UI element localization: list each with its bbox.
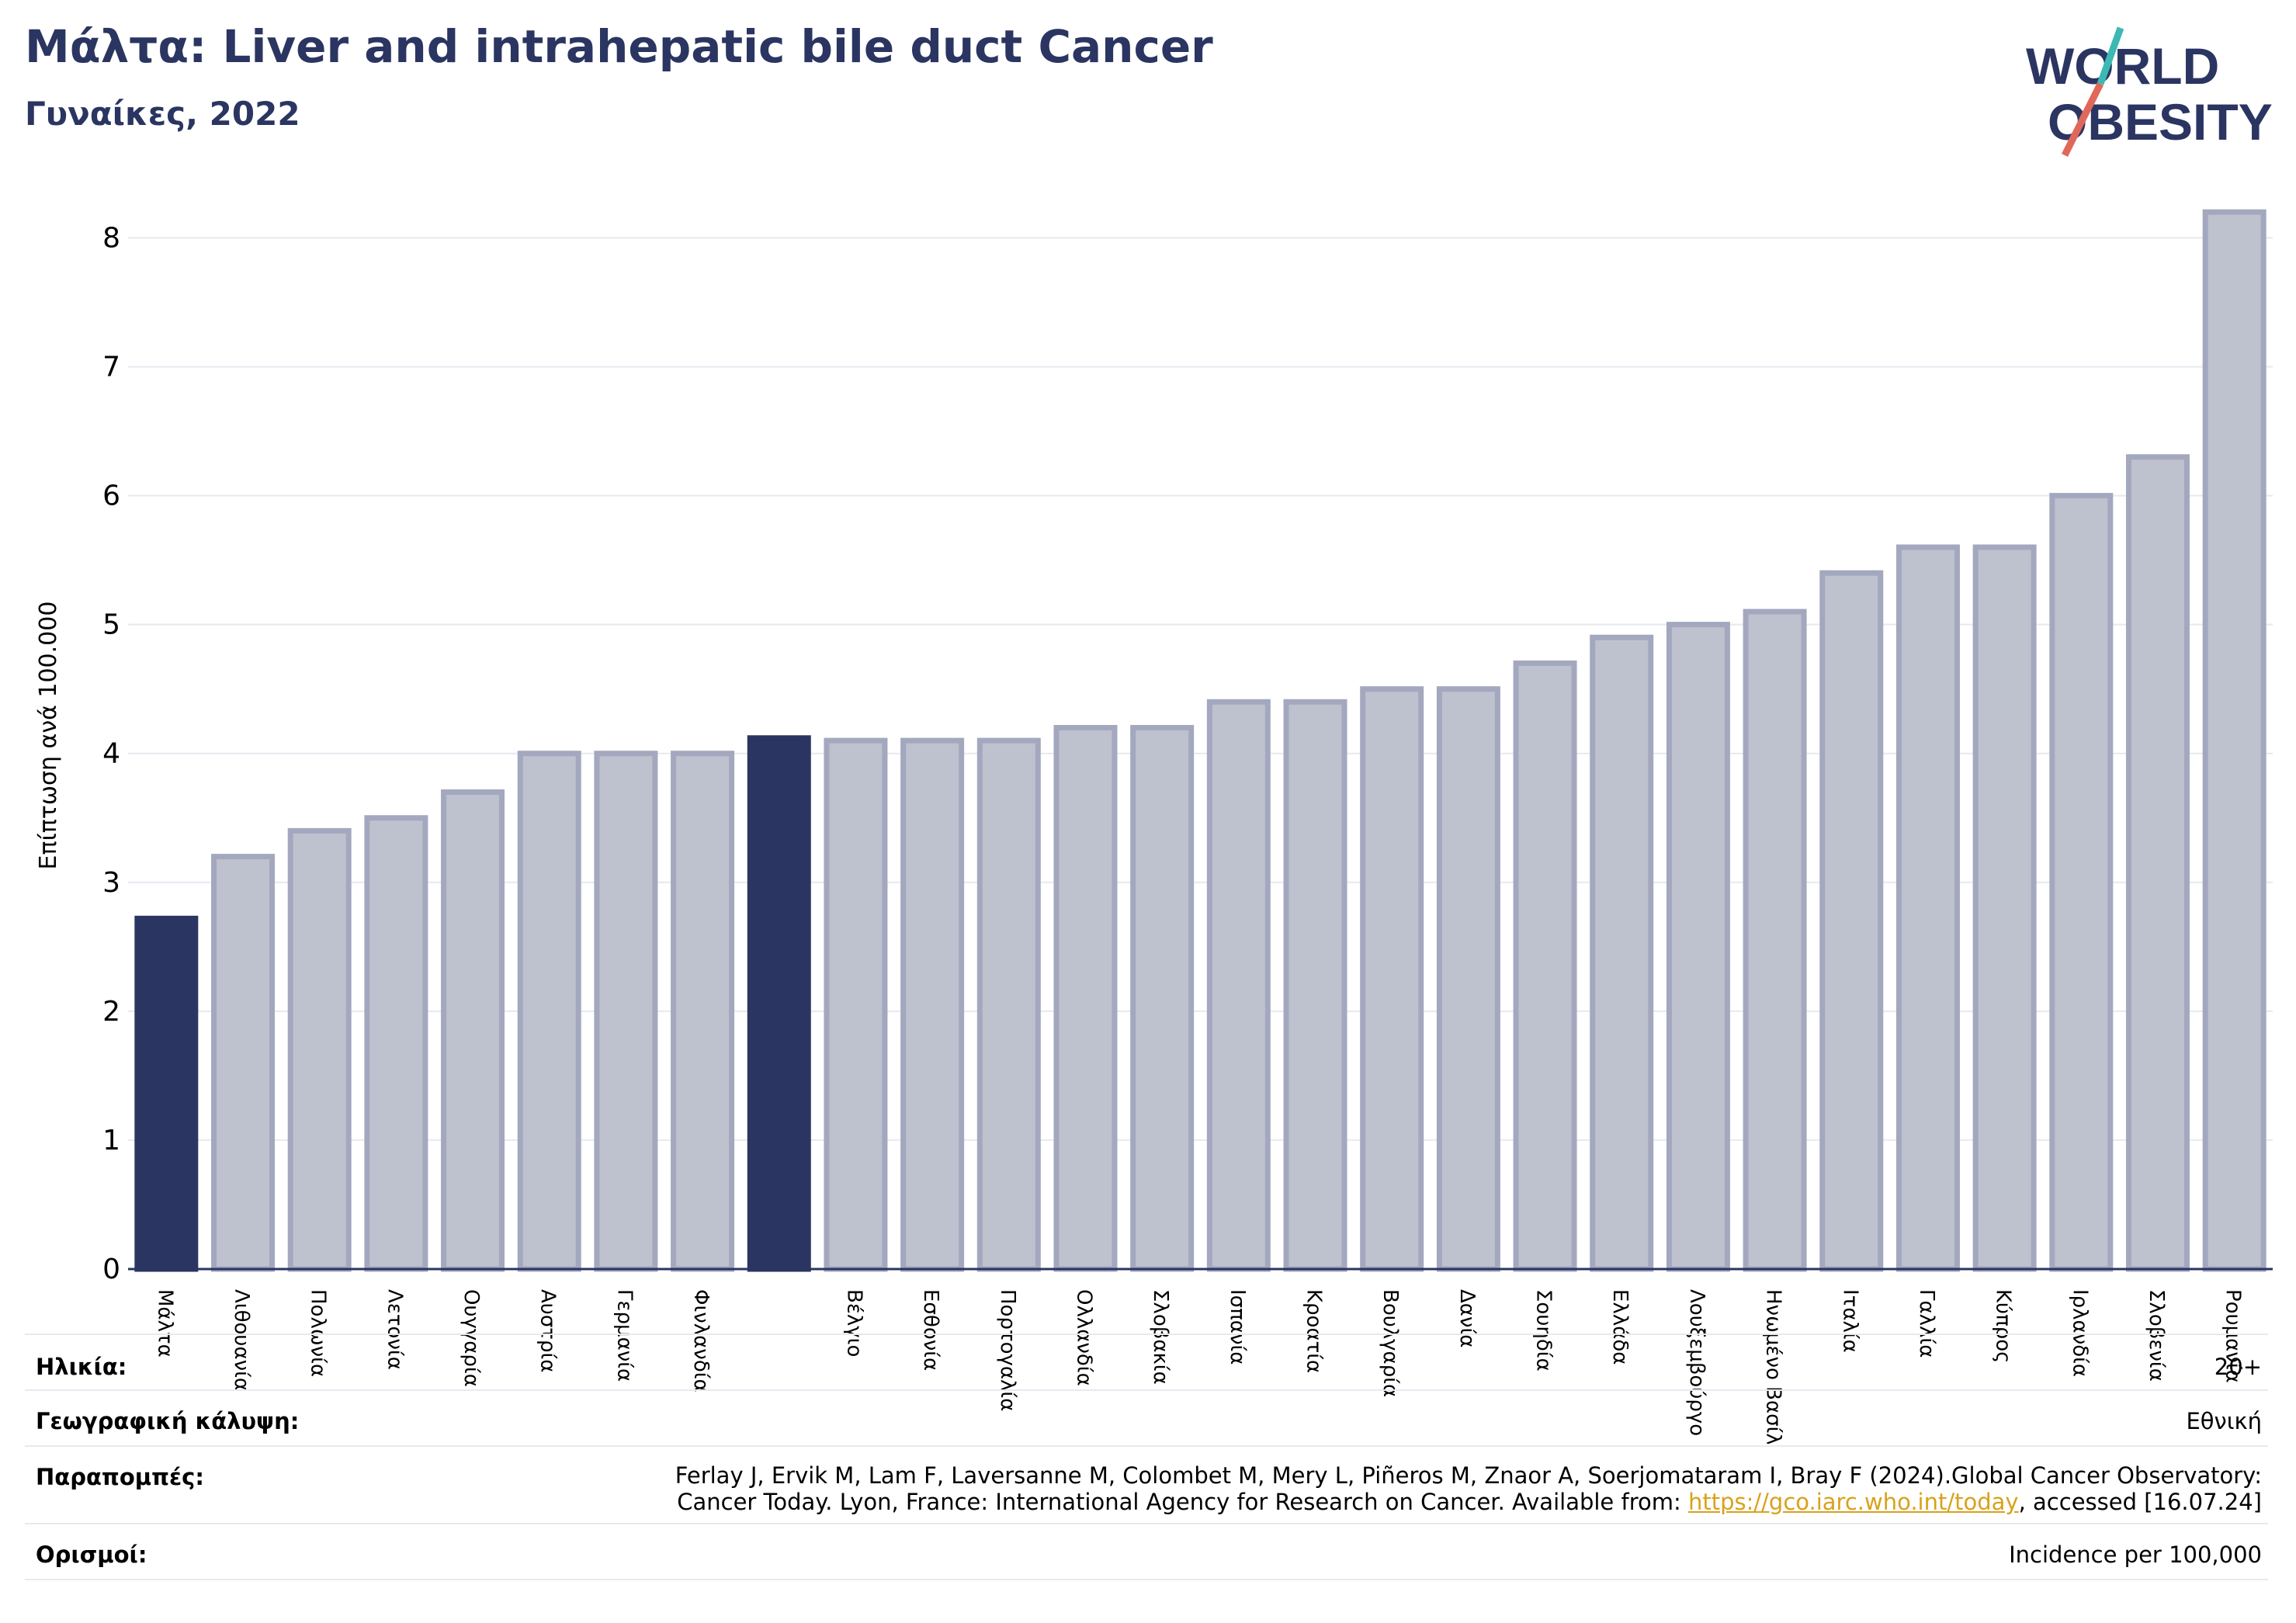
x-tick-label: Γερμανία — [612, 1289, 636, 1382]
x-tick-label: Ολλανδία — [1072, 1289, 1095, 1386]
bar — [517, 751, 581, 1272]
bar — [287, 827, 352, 1272]
coverage-label: Γεωγραφική κάλυψη: — [36, 1408, 300, 1434]
bar — [824, 737, 888, 1272]
y-tick-label: 3 — [102, 867, 120, 899]
y-tick-label: 7 — [102, 352, 120, 383]
x-tick-label: Γαλλία — [1915, 1289, 1938, 1358]
x-tick-label: Ελλάδα — [1608, 1289, 1632, 1365]
bar — [441, 789, 505, 1272]
coverage-value: Εθνική — [2186, 1408, 2262, 1434]
bar — [594, 751, 658, 1272]
x-tick-label: Λιθουανία — [230, 1289, 253, 1391]
x-tick-label: Κροατία — [1302, 1289, 1326, 1373]
gco-link[interactable]: https://gco.iarc.who.int/today — [1687, 1489, 2019, 1515]
x-tick-label: Λουξεμβούργο — [1685, 1289, 1708, 1436]
x-tick-label: Λετονία — [383, 1289, 406, 1370]
x-tick-label: Ισπανία — [1226, 1289, 1249, 1365]
bar — [1513, 660, 1577, 1272]
age-value: 20+ — [2214, 1354, 2262, 1380]
bar — [1666, 622, 1730, 1272]
bar — [2202, 209, 2267, 1272]
bar — [364, 815, 428, 1272]
y-tick-label: 2 — [102, 996, 120, 1028]
x-tick-label: Ουγγαρία — [460, 1289, 483, 1387]
chart-subtitle: Γυναίκες, 2022 — [25, 95, 300, 133]
bar — [1895, 544, 1960, 1272]
y-tick-label: 8 — [102, 222, 120, 254]
bar — [1436, 686, 1500, 1272]
references-line-2: Cancer Today. Lyon, France: Internationa… — [677, 1489, 2262, 1515]
bar — [1130, 725, 1195, 1272]
info-table-bottom-border — [25, 1579, 2268, 1580]
x-tick-label: Ιρλανδία — [2068, 1289, 2091, 1377]
bar — [1206, 699, 1271, 1272]
x-tick-label: Σλοβακία — [1149, 1289, 1172, 1385]
y-tick-label: 6 — [102, 480, 120, 512]
x-tick-label: Βέλγιο — [842, 1289, 865, 1357]
x-tick-label: Βουλγαρία — [1379, 1289, 1402, 1397]
bar — [2049, 493, 2114, 1272]
y-tick-label: 1 — [102, 1125, 120, 1157]
bar — [1283, 699, 1347, 1272]
y-tick-label: 4 — [102, 738, 120, 770]
x-tick-label: Φινλανδία — [689, 1289, 713, 1392]
bar — [671, 751, 735, 1272]
age-label: Ηλικία: — [36, 1354, 127, 1380]
bar-chart: 0 1 2 3 4 5 6 7 8 Επίπτωση ανά 100.000 Μάλτα Λιθουα… — [35, 209, 2273, 1444]
x-tick-label: Δανία — [1455, 1289, 1479, 1347]
references-row: Παραπομπές: Ferlay J, Ervik M, Lam F, La… — [25, 1445, 2268, 1524]
definitions-value: Incidence per 100,000 — [2009, 1542, 2262, 1568]
bar — [1590, 634, 1654, 1272]
x-tick-label: Εσθονία — [919, 1289, 942, 1371]
x-tick-label: Αυστρία — [536, 1289, 560, 1372]
bar — [2125, 454, 2190, 1272]
definitions-row: Ορισμοί: Incidence per 100,000 — [25, 1523, 2268, 1580]
x-tick-label: Σουηδία — [1532, 1289, 1556, 1372]
x-tick-label: Ηνωμένο Βασίλειο — [1762, 1289, 1785, 1444]
x-tick-label: Πολωνία — [307, 1289, 330, 1377]
bar — [976, 737, 1041, 1272]
world-obesity-logo: WORLD OBESITY — [2026, 26, 2273, 158]
bar-highlight — [747, 735, 811, 1272]
x-tick-label: Πορτογαλία — [996, 1289, 1019, 1411]
references-line-1: Ferlay J, Ervik M, Lam F, Laversanne M, … — [675, 1462, 2262, 1489]
logo-slash-red — [2061, 81, 2104, 158]
logo-word-world: WORLD — [2026, 37, 2219, 95]
logo-slash-teal — [2097, 26, 2124, 85]
x-tick-label: Ρουμανία — [2221, 1289, 2245, 1383]
bar-highlight — [134, 915, 199, 1272]
x-tick-label: Μάλτα — [153, 1289, 176, 1358]
x-tick-label: Ιταλία — [1838, 1289, 1861, 1353]
y-tick-label: 5 — [102, 609, 120, 641]
x-tick-label: Κύπρος — [1992, 1289, 2015, 1363]
bar — [900, 737, 965, 1272]
bar — [1972, 544, 2037, 1272]
age-row: Ηλικία: 20+ — [25, 1333, 2268, 1391]
bar — [1743, 609, 1807, 1272]
y-tick-label: 0 — [102, 1254, 120, 1285]
coverage-row: Γεωγραφική κάλυψη: Εθνική — [25, 1389, 2268, 1447]
bar — [211, 854, 276, 1272]
bar — [1053, 725, 1118, 1272]
references-label: Παραπομπές: — [36, 1464, 204, 1490]
chart-title: Μάλτα: Liver and intrahepatic bile duct … — [25, 20, 1213, 73]
y-axis-label: Επίπτωση ανά 100.000 — [35, 602, 62, 870]
bar — [1819, 570, 1884, 1272]
definitions-label: Ορισμοί: — [36, 1542, 147, 1568]
bar — [1360, 686, 1424, 1272]
references-text: Ferlay J, Ervik M, Lam F, Laversanne M, … — [675, 1462, 2262, 1515]
x-tick-label: Σλοβενία — [2145, 1289, 2168, 1382]
